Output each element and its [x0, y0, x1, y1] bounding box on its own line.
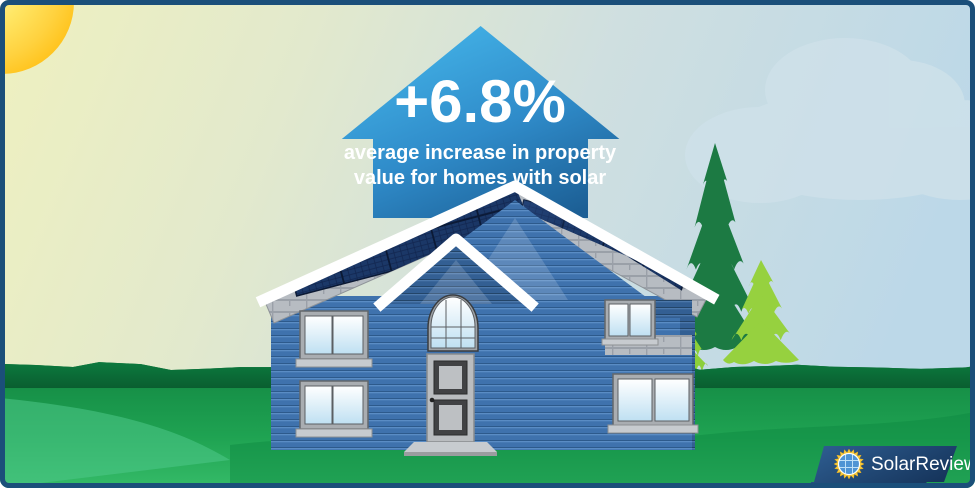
svg-text:value for homes with solar: value for homes with solar	[354, 167, 607, 189]
svg-text:+6.8%: +6.8%	[394, 68, 566, 135]
svg-text:SolarReviews: SolarReviews	[871, 454, 975, 475]
svg-text:average increase in property: average increase in property	[344, 142, 617, 164]
